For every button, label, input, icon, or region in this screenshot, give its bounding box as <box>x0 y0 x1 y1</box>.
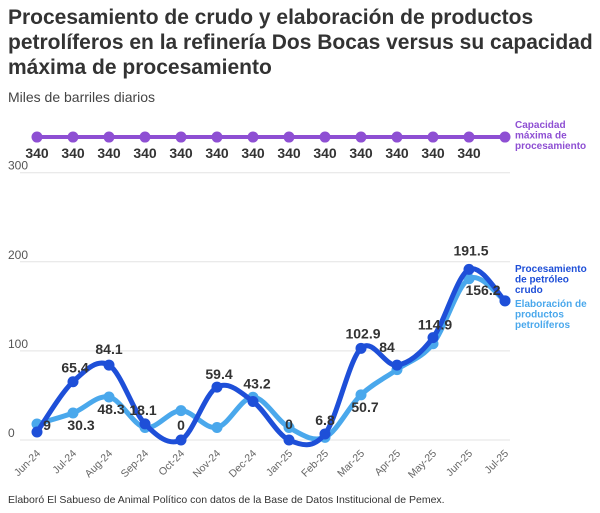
data-point <box>463 131 475 143</box>
data-point <box>247 396 259 408</box>
data-point <box>463 263 475 275</box>
data-label: 59.4 <box>205 366 232 382</box>
data-label: 340 <box>277 145 301 161</box>
data-point <box>139 418 151 430</box>
data-label: 30.3 <box>67 417 94 433</box>
x-tick-label: Jul-25 <box>482 448 511 477</box>
data-label: 43.2 <box>243 376 270 392</box>
data-label: 84.1 <box>95 341 122 357</box>
x-tick-label: Mar-25 <box>335 448 367 480</box>
data-label: 0 <box>285 416 293 432</box>
data-point <box>103 131 115 143</box>
x-tick-label: Jun-25 <box>444 448 475 479</box>
data-point <box>103 359 115 371</box>
data-label: 114.9 <box>418 317 452 333</box>
data-label: 6.8 <box>315 412 335 428</box>
legend-capacidad-maxima-de-procesamiento: Capacidad <box>515 120 566 131</box>
x-tick-label: Apr-25 <box>372 448 403 479</box>
x-tick-label: Dec-24 <box>227 448 260 481</box>
data-point <box>175 434 187 446</box>
data-point <box>247 131 259 143</box>
data-point <box>283 422 295 434</box>
legend-elaboracion-de-productos-petroliferos: petrolíferos <box>515 320 570 331</box>
data-point <box>355 342 367 354</box>
data-label: 18.1 <box>129 402 156 418</box>
source-note: Elaboró El Sabueso de Animal Político co… <box>8 494 445 506</box>
y-tick-label: 200 <box>8 248 28 262</box>
x-tick-label: Sep-24 <box>119 448 152 481</box>
data-label: 340 <box>205 145 229 161</box>
data-point <box>283 434 295 446</box>
y-tick-label: 300 <box>8 159 28 173</box>
legend-procesamiento-de-petroleo-crudo: de petróleo <box>515 275 569 286</box>
y-tick-label: 100 <box>8 337 28 351</box>
data-point <box>283 131 295 143</box>
data-point <box>463 273 475 285</box>
data-label: 340 <box>385 145 409 161</box>
data-label: 102.9 <box>345 325 380 341</box>
data-point <box>391 359 403 371</box>
x-tick-label: Jan-25 <box>264 448 295 479</box>
data-point <box>175 131 187 143</box>
data-label: 340 <box>313 145 337 161</box>
data-point <box>427 332 439 344</box>
data-point <box>499 131 511 143</box>
data-point <box>67 407 79 419</box>
data-point <box>31 131 43 143</box>
y-tick-label: 0 <box>8 426 15 440</box>
data-point <box>427 131 439 143</box>
x-tick-label: Aug-24 <box>83 448 116 481</box>
data-label: 340 <box>457 145 481 161</box>
chart-subtitle: Miles de barriles diarios <box>8 89 156 105</box>
data-point <box>175 405 187 417</box>
data-point <box>211 131 223 143</box>
data-point <box>211 422 223 434</box>
data-point <box>355 131 367 143</box>
data-point <box>211 381 223 393</box>
data-label: 65.4 <box>61 360 88 376</box>
chart-title: Procesamiento de crudo y elaboración de … <box>8 6 593 79</box>
legend-procesamiento-de-petroleo-crudo: crudo <box>515 285 543 296</box>
data-label: 340 <box>25 145 49 161</box>
data-point <box>319 131 331 143</box>
x-tick-label: Oct-24 <box>156 448 187 479</box>
x-tick-label: Nov-24 <box>191 448 224 481</box>
legend-procesamiento-de-petroleo-crudo: Procesamiento <box>515 264 587 275</box>
data-label: 0 <box>177 417 185 433</box>
data-label: 340 <box>421 145 445 161</box>
data-label: 9 <box>43 417 51 433</box>
x-tick-label: Jun-24 <box>12 448 43 479</box>
data-label: 340 <box>97 145 121 161</box>
x-tick-label: Feb-25 <box>299 448 331 480</box>
data-label: 84 <box>379 339 395 355</box>
data-label: 340 <box>61 145 85 161</box>
data-label: 48.3 <box>97 401 124 417</box>
data-point <box>355 389 367 401</box>
data-label: 340 <box>169 145 193 161</box>
x-tick-label: Jul-24 <box>50 448 79 477</box>
data-point <box>103 391 115 403</box>
data-label: 156.2 <box>465 282 500 298</box>
legend-elaboracion-de-productos-petroliferos: Elaboración de <box>515 299 587 310</box>
data-point <box>139 131 151 143</box>
data-label: 340 <box>241 145 265 161</box>
data-point <box>391 131 403 143</box>
data-label: 191.5 <box>453 242 488 258</box>
legend-elaboracion-de-productos-petroliferos: productos <box>515 310 564 321</box>
data-label: 340 <box>349 145 373 161</box>
data-label: 50.7 <box>351 399 378 415</box>
data-point <box>67 131 79 143</box>
data-point <box>499 295 511 307</box>
x-tick-label: May-25 <box>406 448 439 481</box>
legend-capacidad-maxima-de-procesamiento: procesamiento <box>515 141 586 152</box>
data-point <box>31 426 43 438</box>
data-point <box>319 428 331 440</box>
data-label: 340 <box>133 145 157 161</box>
data-point <box>67 376 79 388</box>
legend-capacidad-maxima-de-procesamiento: máxima de <box>515 131 567 142</box>
